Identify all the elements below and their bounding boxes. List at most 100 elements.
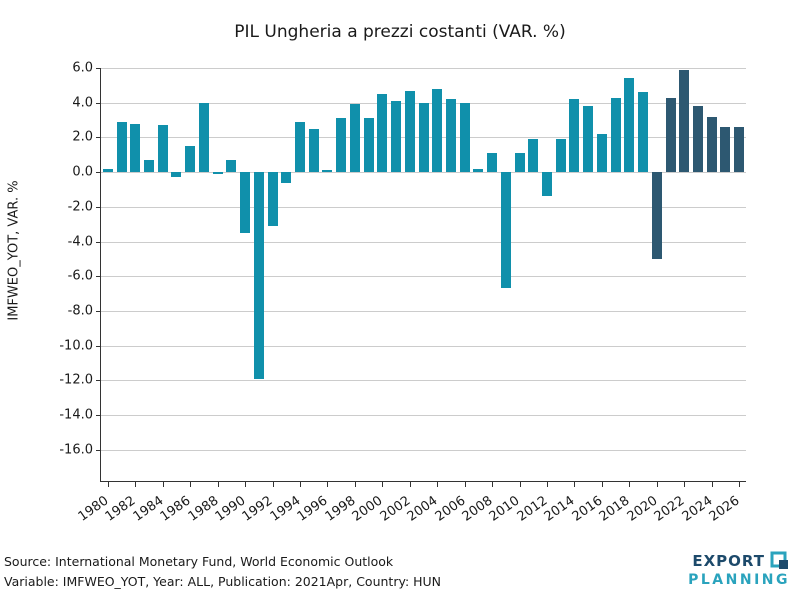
plot-area: 6.0 4.0 2.0 0.0 -2.0 -4.0 -6.0 -8.0 -10.0 -12.0 -1… <box>59 61 746 487</box>
y-tick-label: 0.0 <box>72 164 93 180</box>
chart-footer: Source: International Monetary Fund, Wor… <box>4 552 441 592</box>
y-tick-label: -6.0 <box>67 268 93 284</box>
bar-2014 <box>569 99 580 173</box>
bar-2008 <box>487 153 498 173</box>
variable-line: Variable: IMFWEO_YOT, Year: ALL, Publica… <box>4 574 442 589</box>
x-tick-mark <box>354 482 356 487</box>
gridline <box>101 415 746 417</box>
x-tick-mark <box>711 482 713 487</box>
y-tick-label: -14.0 <box>59 407 93 423</box>
bar-1998 <box>349 104 360 173</box>
bar-1990 <box>240 172 251 233</box>
bar-2000 <box>377 94 388 173</box>
logo-text-planning: PLANNING <box>688 572 790 588</box>
bar-1985 <box>171 172 182 178</box>
bar-1984 <box>157 125 168 173</box>
y-tick-mark <box>96 380 101 382</box>
bar-1981 <box>116 121 127 173</box>
bar-1989 <box>226 159 237 173</box>
x-tick-mark <box>464 482 466 487</box>
y-tick-mark <box>96 345 101 347</box>
x-tick-mark <box>272 482 274 487</box>
bar-2005 <box>445 99 456 173</box>
bar-2018 <box>624 78 635 173</box>
y-tick-mark <box>96 68 101 69</box>
y-tick-mark <box>96 276 101 278</box>
y-axis-label: IMFWEO_YOT, VAR. % <box>6 180 22 321</box>
x-tick-mark <box>519 482 521 487</box>
x-tick-mark <box>382 482 384 487</box>
x-tick-mark <box>656 482 658 487</box>
bar-2003 <box>418 102 429 173</box>
bar-2017 <box>610 97 621 173</box>
exportplanning-logo: EXPORT PLANNING <box>688 551 790 588</box>
bar-2011 <box>528 139 539 173</box>
x-tick-mark <box>107 482 109 487</box>
bar-2007 <box>473 168 484 173</box>
bar-1983 <box>144 159 155 173</box>
gridline <box>101 241 746 243</box>
bar-2021 <box>665 97 676 173</box>
bar-1992 <box>267 172 278 226</box>
bar-1986 <box>185 146 196 173</box>
bar-2009 <box>500 172 511 289</box>
bar-1993 <box>281 172 292 183</box>
gridline <box>101 449 746 451</box>
y-tick-label: -10.0 <box>59 338 93 354</box>
bar-1980 <box>102 168 113 173</box>
logo-text-export: EXPORT <box>692 552 765 570</box>
bar-2024 <box>706 116 717 173</box>
x-tick-mark <box>492 482 494 487</box>
bar-1995 <box>308 128 319 173</box>
x-tick-mark <box>217 482 219 487</box>
y-tick-mark <box>96 415 101 417</box>
y-tick-label: -4.0 <box>67 234 93 250</box>
x-tick-mark <box>162 482 164 487</box>
bar-1991 <box>253 172 264 379</box>
bar-2010 <box>514 153 525 173</box>
bar-2012 <box>542 172 552 197</box>
bar-2001 <box>391 100 402 173</box>
bar-2023 <box>692 106 703 173</box>
x-tick-label: 2026 <box>706 493 743 525</box>
x-tick-mark <box>684 482 686 487</box>
bar-2004 <box>432 88 443 173</box>
bar-2006 <box>459 102 470 173</box>
y-tick-mark <box>96 449 101 451</box>
gridline <box>101 172 746 174</box>
nested-squares-icon <box>770 551 790 571</box>
x-tick-mark <box>601 482 603 487</box>
chart-title: PIL Ungheria a prezzi costanti (VAR. %) <box>234 22 566 42</box>
x-tick-mark <box>245 482 247 487</box>
bar-1997 <box>336 118 347 173</box>
x-tick-mark <box>409 482 411 487</box>
y-tick-label: -2.0 <box>67 199 93 215</box>
bar-2016 <box>596 133 607 173</box>
x-tick-mark <box>437 482 439 487</box>
x-tick-mark <box>299 482 301 487</box>
bar-2013 <box>555 139 566 173</box>
x-tick-mark <box>739 482 741 487</box>
bar-2025 <box>720 127 731 173</box>
y-tick-mark <box>96 172 101 174</box>
y-tick-label: 2.0 <box>72 129 93 145</box>
gridline <box>101 345 746 347</box>
gridline <box>101 68 746 69</box>
x-tick-mark <box>547 482 548 487</box>
x-tick-mark <box>629 482 631 487</box>
bar-1987 <box>198 102 209 173</box>
x-tick-mark <box>190 482 192 487</box>
y-tick-mark <box>96 102 101 104</box>
bar-2015 <box>583 106 594 173</box>
bar-2020 <box>651 172 662 259</box>
y-tick-mark <box>96 241 101 243</box>
bar-2022 <box>679 69 690 173</box>
bar-1994 <box>294 121 305 173</box>
x-tick-mark <box>135 482 137 487</box>
y-tick-label: -12.0 <box>59 372 93 388</box>
bar-2002 <box>404 90 415 173</box>
x-axis-tick-labels: 1980 1982 1984 1986 1988 1990 1992 1994 1996 1998… <box>75 488 745 528</box>
x-tick-mark <box>327 482 329 487</box>
bar-1996 <box>322 170 333 173</box>
